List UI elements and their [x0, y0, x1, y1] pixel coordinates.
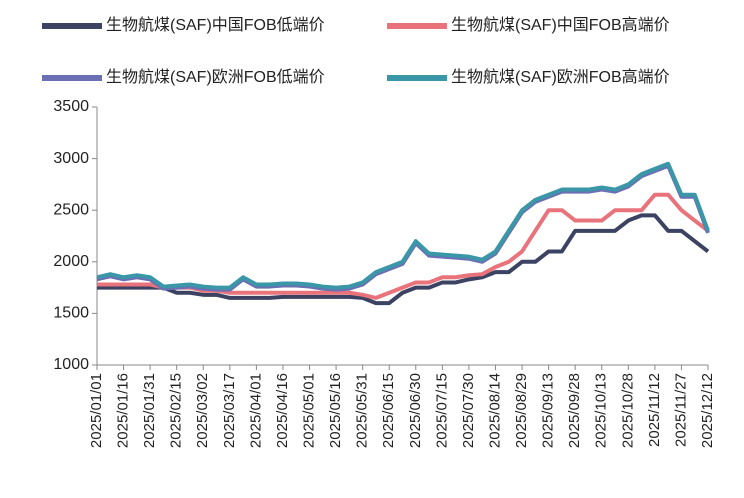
series-line	[97, 192, 710, 300]
series-line	[97, 213, 710, 306]
x-tick-label: 2025/07/30	[460, 373, 477, 448]
y-tick-label: 2500	[53, 201, 89, 218]
x-tick-label: 2025/02/15	[168, 373, 185, 448]
x-tick-label: 2025/07/15	[433, 373, 450, 448]
x-tick-label: 2025/11/12	[646, 373, 663, 447]
x-tick-label: 2025/04/01	[247, 373, 264, 448]
x-tick-label: 2025/01/01	[88, 373, 105, 448]
y-tick-label: 3000	[53, 150, 89, 167]
x-tick-label: 2025/10/28	[619, 373, 636, 448]
y-tick-label: 2000	[53, 253, 89, 270]
x-tick-label: 2025/08/29	[513, 373, 530, 448]
x-tick-label: 2025/11/27	[672, 373, 689, 447]
x-tick-label: 2025/03/17	[221, 373, 238, 448]
x-tick-label: 2025/04/16	[274, 373, 291, 448]
y-tick-label: 1000	[53, 356, 89, 373]
x-tick-label: 2025/03/02	[194, 373, 211, 448]
x-tick-label: 2025/09/28	[566, 373, 583, 448]
legend-label: 生物航煤(SAF)中国FOB高端价	[451, 16, 670, 34]
x-tick-label: 2025/05/01	[300, 373, 317, 448]
x-tick-label: 2025/05/31	[354, 373, 371, 448]
x-tick-label: 2025/08/14	[486, 373, 503, 448]
x-tick-label: 2025/01/16	[115, 373, 132, 448]
x-tick-label: 2025/06/15	[380, 373, 397, 448]
y-tick-label: 3500	[53, 98, 89, 115]
x-tick-label: 2025/01/31	[141, 373, 158, 448]
x-tick-label: 2025/05/16	[327, 373, 344, 448]
legend-label: 生物航煤(SAF)欧洲FOB高端价	[451, 68, 670, 86]
x-tick-label: 2025/09/13	[540, 373, 557, 448]
series-line	[96, 161, 710, 290]
x-tick-label: 2025/12/12	[699, 373, 716, 448]
x-tick-label: 2025/10/13	[593, 373, 610, 448]
legend-label: 生物航煤(SAF)欧洲FOB低端价	[106, 68, 325, 86]
y-tick-label: 1500	[53, 305, 89, 322]
x-tick-label: 2025/06/30	[407, 373, 424, 448]
legend-label: 生物航煤(SAF)中国FOB低端价	[106, 16, 325, 34]
